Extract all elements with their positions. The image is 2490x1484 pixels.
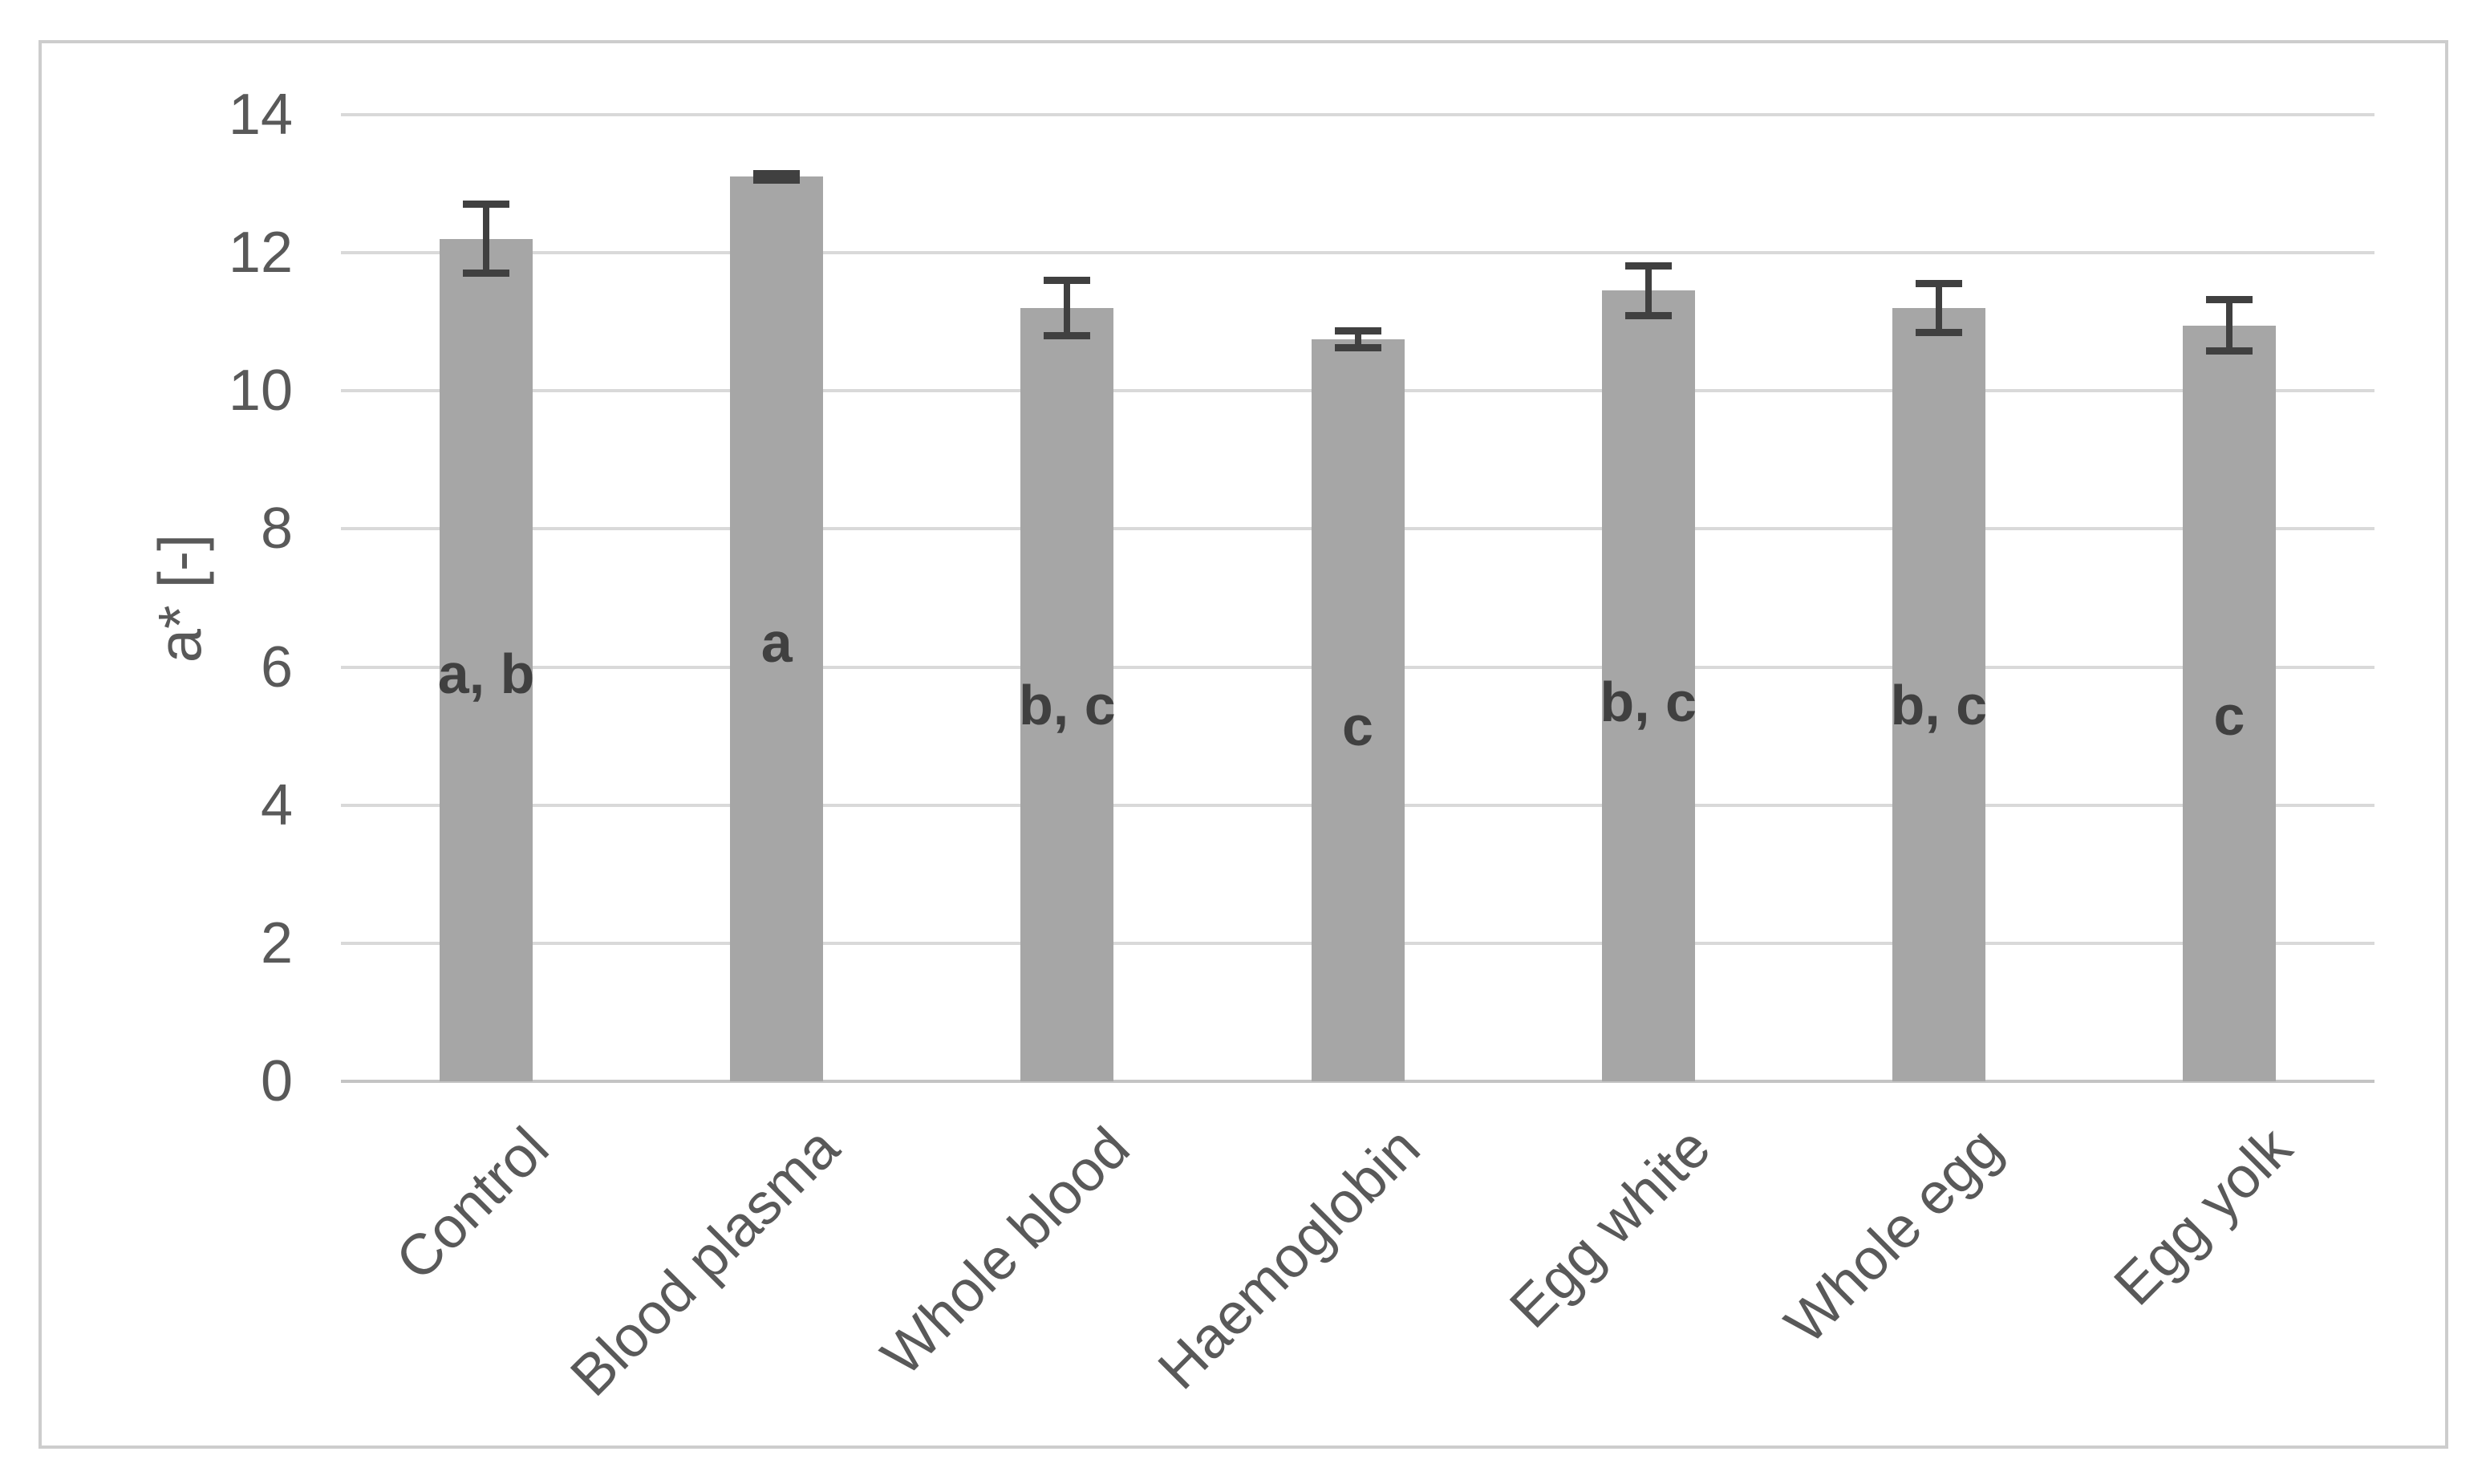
bar-egg-white	[1601, 290, 1695, 1081]
bar-control	[440, 238, 533, 1081]
error-bar-line	[1064, 280, 1071, 336]
bar-whole-blood	[1020, 308, 1114, 1081]
bar-whole-egg	[1892, 308, 1985, 1081]
error-bar-cap-bottom	[1044, 331, 1091, 339]
significance-letter: b, c	[1600, 670, 1697, 733]
significance-letter: b, c	[1019, 673, 1116, 736]
error-bar-cap-top	[463, 201, 510, 209]
y-axis-title: a* [-]	[146, 533, 215, 663]
gridline-y-14	[341, 113, 2374, 116]
significance-letter: c	[1342, 694, 1373, 757]
error-bar-cap-top	[1915, 279, 1962, 287]
error-bar-line	[483, 204, 490, 274]
bar-egg-yolk	[2182, 325, 2276, 1081]
significance-letter: a	[760, 611, 793, 675]
error-bar-cap-bottom	[2205, 347, 2253, 355]
error-bar-cap-top	[1044, 277, 1091, 285]
error-bar-cap-bottom	[1334, 343, 1381, 351]
bar-blood-plasma	[730, 176, 824, 1081]
error-bar-cap-top	[1624, 262, 1672, 270]
y-tick-label-2: 2	[260, 910, 293, 975]
y-tick-label-0: 0	[260, 1049, 293, 1113]
error-bar-line	[1644, 266, 1652, 316]
error-bar-cap-top	[753, 169, 801, 177]
error-bar-cap-bottom	[463, 270, 510, 278]
y-tick-label-10: 10	[228, 359, 293, 424]
y-tick-label-6: 6	[260, 635, 293, 699]
error-bar-cap-top	[1334, 326, 1381, 335]
error-bar-cap-top	[2205, 296, 2253, 304]
error-bar-line	[1354, 330, 1361, 348]
y-tick-label-8: 8	[260, 497, 293, 562]
error-bar-line	[2225, 299, 2232, 351]
error-bar-cap-bottom	[1624, 311, 1672, 319]
y-tick-label-12: 12	[228, 221, 293, 286]
y-tick-label-4: 4	[260, 772, 293, 837]
significance-letter: b, c	[1890, 673, 1988, 736]
error-bar-cap-bottom	[753, 176, 801, 184]
bar-haemoglobin	[1311, 339, 1405, 1081]
gridline-y-12	[341, 251, 2374, 255]
error-bar-cap-bottom	[1915, 329, 1962, 337]
error-bar-line	[1935, 283, 1942, 333]
significance-letter: c	[2213, 683, 2245, 747]
significance-letter: a, b	[437, 643, 535, 706]
x-axis-baseline	[341, 1080, 2374, 1083]
y-tick-label-14: 14	[228, 83, 293, 147]
